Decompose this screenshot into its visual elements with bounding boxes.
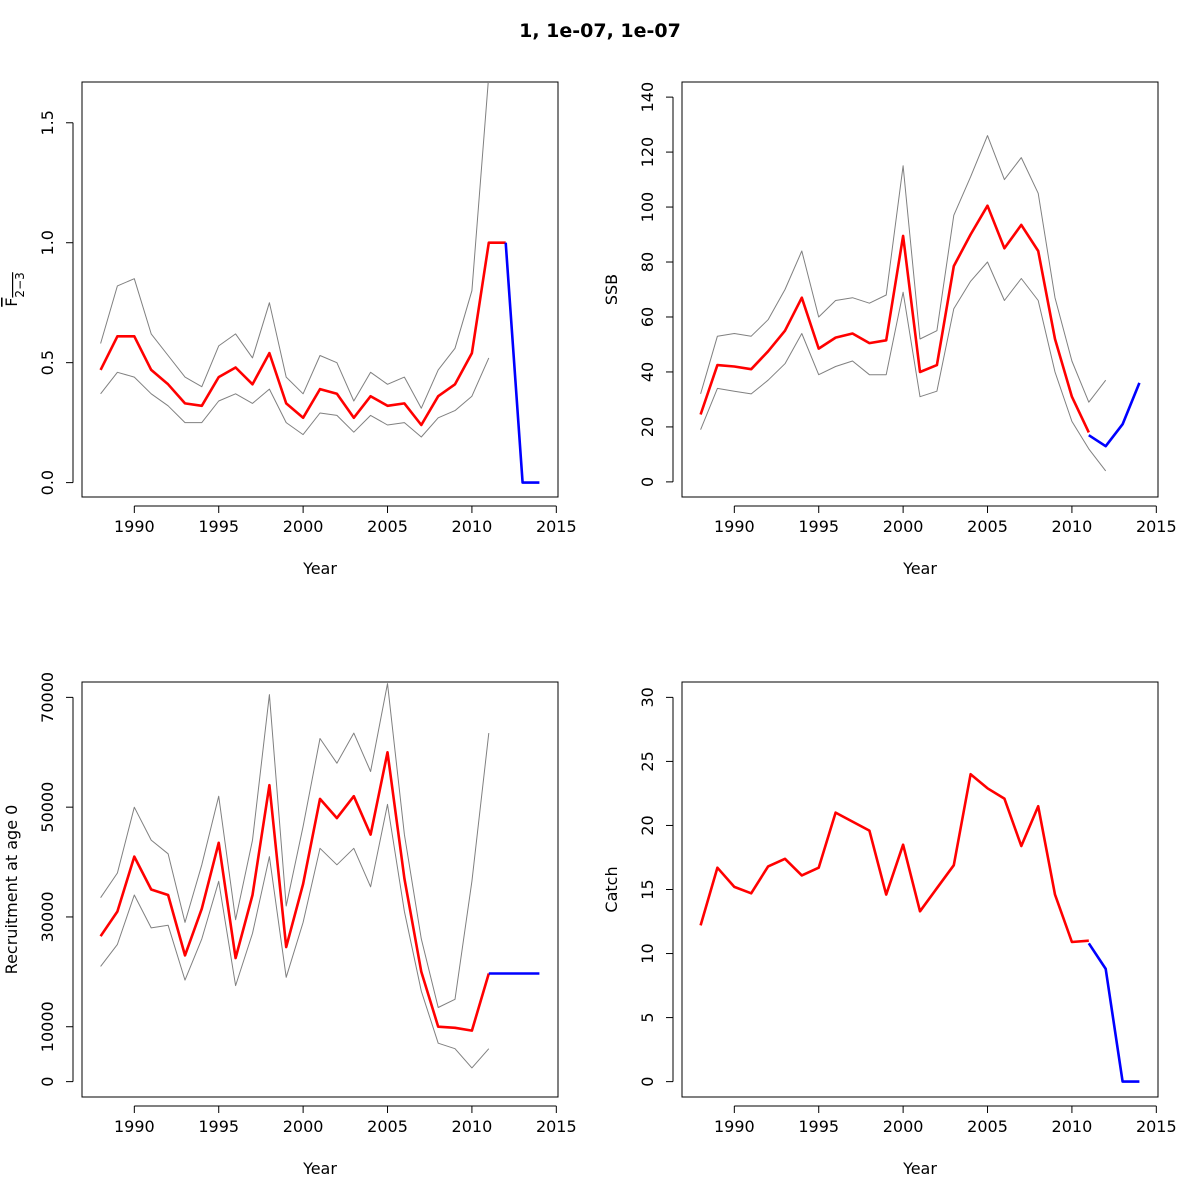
y-tick-label: 30 — [638, 687, 657, 707]
series-line-forecast — [504, 242, 540, 484]
panel-bottom-left: 1990 1995 2000 2005 2010 2015 Year 0 10000 30000 5… — [2, 672, 577, 1178]
x-tick-label: 2015 — [1136, 1117, 1177, 1136]
series-line-estimate — [99, 750, 491, 1032]
y-axis-label: SSB — [602, 274, 621, 305]
x-tick-label: 2015 — [536, 1117, 577, 1136]
x-tick-label: 2010 — [452, 1117, 493, 1136]
x-tick-label: 1995 — [198, 1117, 239, 1136]
x-axis-label: Year — [302, 1159, 337, 1178]
plot-area — [699, 135, 1141, 472]
x-tick-label: 2015 — [1136, 517, 1177, 536]
y-axis-label: Recruitment at age 0 — [2, 805, 21, 975]
y-tick-label: 0.0 — [38, 470, 57, 495]
y-tick-label: 25 — [638, 751, 657, 771]
y-tick-label: 60 — [638, 307, 657, 327]
x-tick-label: 2010 — [452, 517, 493, 536]
y-tick-label: 0 — [38, 1077, 57, 1087]
x-tick-label: 2000 — [883, 1117, 924, 1136]
x-axis-label: Year — [902, 1159, 937, 1178]
series-line-estimate — [699, 204, 1090, 433]
x-tick-label: 1990 — [114, 517, 155, 536]
x-tick-label: 1990 — [114, 1117, 155, 1136]
y-tick-label: 10 — [638, 943, 657, 963]
x-tick-label: 1990 — [714, 1117, 755, 1136]
figure-title: 1, 1e-07, 1e-07 — [519, 20, 681, 42]
x-tick-label: 2005 — [967, 1117, 1008, 1136]
x-tick-label: 2005 — [367, 1117, 408, 1136]
y-tick-label: 5 — [638, 1012, 657, 1022]
x-tick-label: 1990 — [714, 517, 755, 536]
series-line-upper — [700, 135, 1107, 403]
y-tick-label: 10000 — [38, 1001, 57, 1052]
y-tick-label: 50000 — [38, 782, 57, 833]
x-axis-label: Year — [902, 559, 937, 578]
x-tick-label: 2010 — [1052, 1117, 1093, 1136]
x-tick-label: 2015 — [536, 517, 577, 536]
x-tick-label: 1995 — [798, 1117, 839, 1136]
series-line-forecast — [1087, 942, 1140, 1083]
x-tick-label: 2005 — [367, 517, 408, 536]
y-axis-label-subscript: 2−3 — [13, 272, 27, 297]
series-line-lower — [100, 803, 490, 1069]
y-tick-label: 15 — [638, 879, 657, 899]
plot-frame — [681, 81, 1159, 498]
y-tick-label: 100 — [638, 192, 657, 223]
y-tick-label: 120 — [638, 137, 657, 168]
y-tick-label: 70000 — [38, 672, 57, 723]
y-tick-label: 40 — [638, 362, 657, 382]
series-line-upper — [100, 683, 490, 1008]
plot-frame — [81, 681, 559, 1098]
x-tick-label: 1995 — [798, 517, 839, 536]
y-tick-label: 0 — [638, 1077, 657, 1087]
series-line-forecast — [1088, 382, 1141, 448]
plot-frame — [81, 81, 559, 498]
series-line-lower — [700, 261, 1107, 472]
panel-top-right: 1990 1995 2000 2005 2010 2015 Year 0 20 40 60 80 100… — [602, 81, 1177, 578]
y-tick-label: 140 — [638, 82, 657, 113]
plot-frame — [681, 681, 1159, 1098]
y-tick-label: 30000 — [38, 891, 57, 942]
plot-area — [699, 772, 1140, 1083]
y-axis-label: F2−3 — [2, 272, 27, 307]
y-tick-label: 80 — [638, 252, 657, 272]
panel-top-left: 1990 1995 2000 2005 2010 2015 Year 0.0 0.5 1.0 1.5… — [2, 81, 577, 578]
series-line-upper — [100, 82, 489, 409]
plot-area — [99, 82, 540, 484]
y-tick-label: 0.5 — [38, 350, 57, 375]
x-tick-label: 2000 — [283, 1117, 324, 1136]
plot-area — [99, 683, 540, 1069]
x-tick-label: 2010 — [1052, 517, 1093, 536]
series-line-lower — [100, 357, 490, 438]
series-line-estimate — [99, 241, 506, 427]
x-tick-label: 2005 — [967, 517, 1008, 536]
x-axis-label: Year — [302, 559, 337, 578]
y-tick-label: 1.5 — [38, 110, 57, 135]
x-tick-label: 2000 — [283, 517, 324, 536]
x-tick-label: 2000 — [883, 517, 924, 536]
y-tick-label: 20 — [638, 815, 657, 835]
y-tick-label: 1.0 — [38, 230, 57, 255]
x-tick-label: 1995 — [198, 517, 239, 536]
y-tick-label: 0 — [638, 477, 657, 487]
panel-bottom-right: 1990 1995 2000 2005 2010 2015 Year 0 5 10 15 20 25 30… — [602, 681, 1177, 1178]
y-axis-label: Catch — [602, 866, 621, 912]
series-line-estimate — [699, 772, 1089, 944]
y-tick-label: 20 — [638, 417, 657, 437]
